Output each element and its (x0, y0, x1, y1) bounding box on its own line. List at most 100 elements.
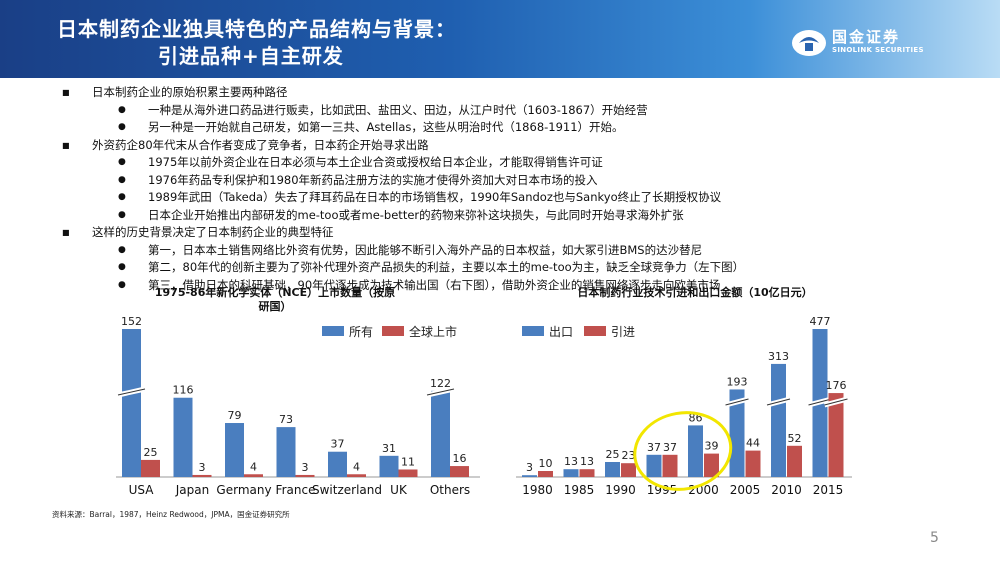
bullet-text: 1975年以前外资企业在日本必须与本土企业合资或授权给日本企业，才能取得销售许可… (148, 155, 603, 169)
data-label: 25 (144, 446, 158, 459)
bullet-marker-icon: ■ (62, 228, 70, 237)
bar-全球上市 (244, 474, 263, 477)
data-label: 37 (647, 441, 661, 454)
sub-bullet-item: ● 1976年药品专利保护和1980年新药品注册方法的实施才使得外资加大对日本市场… (60, 172, 960, 190)
header-banner: 日本制药企业独具特色的产品结构与背景： 引进品种+自主研发 国金证券 SINOL… (0, 0, 1000, 78)
source-note: 资料来源：Barral，1987，Heinz Redwood，JPMA，国金证券… (52, 510, 290, 519)
logo-english-name: SINOLINK SECURITIES (832, 46, 924, 54)
axis-break-line (824, 398, 848, 406)
bullet-text: 1989年武田（Takeda）失去了拜耳药品在日本的市场销售权，1990年San… (148, 190, 722, 204)
bar-引进 (579, 469, 595, 477)
bar-全球上市 (141, 459, 160, 477)
logo-name: 国金证券 (832, 28, 901, 46)
bar-引进 (621, 463, 636, 477)
data-label: 116 (173, 384, 194, 397)
bullet-marker-icon: ■ (62, 140, 70, 150)
bullet-marker-icon: ● (118, 279, 126, 290)
legend-swatch (584, 326, 606, 336)
legend-label: 引进 (611, 325, 635, 339)
bar-出口 (688, 425, 703, 477)
bar-全球上市 (192, 474, 212, 477)
data-label: 25 (606, 448, 620, 461)
bar-引进 (538, 471, 553, 477)
bullet-marker-icon: ■ (62, 88, 70, 97)
legend-label: 全球上市 (409, 324, 457, 339)
data-label: 3 (302, 461, 309, 474)
x-tick-label: 1980 (522, 483, 553, 497)
bar-所有 (276, 427, 296, 477)
data-label: 52 (788, 432, 802, 445)
bar-引进 (787, 445, 802, 477)
data-label: 4 (250, 460, 257, 473)
bullet-marker-icon: ● (118, 122, 126, 132)
bar-出口 (563, 469, 579, 477)
axis-break-line (766, 398, 791, 406)
x-tick-label: 2015 (813, 483, 844, 497)
bar-出口 (605, 462, 620, 477)
sub-bullet-item: ● 第一，日本本土销售网络比外资有优势，因此能够不断引入海外产品的日本权益，如大冢… (60, 242, 960, 260)
bar-全球上市 (398, 469, 418, 477)
sub-bullet-item: ● 日本企业开始推出内部研发的me-too或者me-better的药物来弥补这块损… (60, 207, 960, 225)
bullet-marker-icon: ● (118, 244, 126, 255)
data-label: 31 (382, 442, 396, 455)
page-title-line1: 日本制药企业独具特色的产品结构与背景： (57, 17, 456, 41)
data-label: 39 (705, 440, 719, 453)
data-label: 37 (663, 441, 677, 454)
x-tick-label: 1985 (564, 483, 595, 497)
data-label: 193 (727, 375, 748, 388)
bullet-item: ■ 日本制药企业的原始积累主要两种路径 (60, 84, 960, 102)
sub-bullet-item: ● 1975年以前外资企业在日本必须与本土企业合资或授权给日本企业，才能取得销售许… (60, 154, 960, 172)
sub-bullet-item: ● 另一种是一开始就自己研发，如第一三共、Astellas，这些从明治时代（186… (60, 119, 960, 137)
data-label: 23 (622, 449, 636, 462)
highlight-circle (633, 411, 733, 491)
sub-bullet-item: ● 一种是从海外进口药品进行贩卖，比如武田、盐田义、田边，从江户时代（1603-1… (60, 102, 960, 120)
x-tick-label: USA (129, 483, 155, 497)
bullet-text: 外资药企80年代末从合作者变成了竞争者，日本药企开始寻求出路 (92, 137, 429, 152)
legend-label: 所有 (349, 325, 373, 339)
x-tick-label: Japan (175, 483, 209, 497)
bullet-text: 一种是从海外进口药品进行贩卖，比如武田、盐田义、田边，从江户时代（1603-18… (148, 102, 648, 117)
data-label: 44 (746, 437, 760, 450)
page-title-line2: 引进品种+自主研发 (158, 44, 344, 68)
bar-所有 (122, 329, 141, 477)
bar-全球上市 (450, 466, 469, 477)
legend-swatch (322, 326, 344, 336)
data-label: 313 (768, 350, 789, 363)
bar-引进 (704, 453, 719, 477)
bar-出口 (771, 363, 786, 477)
bar-出口 (729, 389, 745, 477)
bar-出口 (646, 454, 662, 477)
x-tick-label: 1990 (605, 483, 636, 497)
data-label: 3 (199, 461, 206, 474)
axis-break-line (426, 388, 455, 396)
data-label: 122 (430, 377, 451, 390)
bullet-marker-icon: ● (118, 104, 126, 115)
bullet-text: 日本企业开始推出内部研发的me-too或者me-better的药物来弥补这块损失… (148, 207, 684, 222)
data-label: 477 (810, 315, 831, 328)
right-chart-title: 日本制药行业技术引进和出口金额（10亿日元） (577, 286, 813, 299)
bar-所有 (379, 455, 399, 477)
x-tick-label: France (276, 483, 316, 497)
legend-swatch (522, 326, 544, 336)
bullet-text: 第三，借助日本的科研基础，90年代逐步成为技术输出国（右下图），借助外资企业的销… (148, 277, 721, 292)
data-label: 152 (121, 315, 142, 328)
bullet-item: ■ 外资药企80年代末从合作者变成了竞争者，日本药企开始寻求出路 (60, 137, 960, 155)
bullet-marker-icon: ● (118, 262, 126, 272)
bar-引进 (828, 393, 844, 477)
data-label: 16 (453, 452, 467, 465)
sub-bullet-item: ● 第三，借助日本的科研基础，90年代逐步成为技术输出国（右下图），借助外资企业的… (60, 277, 960, 295)
bar-所有 (328, 451, 347, 477)
axis-break-line (808, 398, 832, 406)
bar-所有 (225, 423, 244, 477)
bullet-text: 1976年药品专利保护和1980年新药品注册方法的实施才使得外资加大对日本市场的… (148, 172, 598, 187)
x-tick-label: Others (430, 483, 470, 497)
data-label: 73 (279, 413, 293, 426)
bullet-text: 日本制药企业的原始积累主要两种路径 (92, 85, 288, 99)
company-logo: 国金证券 SINOLINK SECURITIES (790, 26, 965, 60)
x-tick-label: 1995 (647, 483, 678, 497)
bullet-marker-icon: ● (118, 157, 126, 167)
bullet-list: ■ 日本制药企业的原始积累主要两种路径 ● 一种是从海外进口药品进行贩卖，比如武田、盐… (60, 84, 960, 294)
x-tick-label: 2005 (730, 483, 761, 497)
legend-label: 出口 (549, 325, 573, 339)
